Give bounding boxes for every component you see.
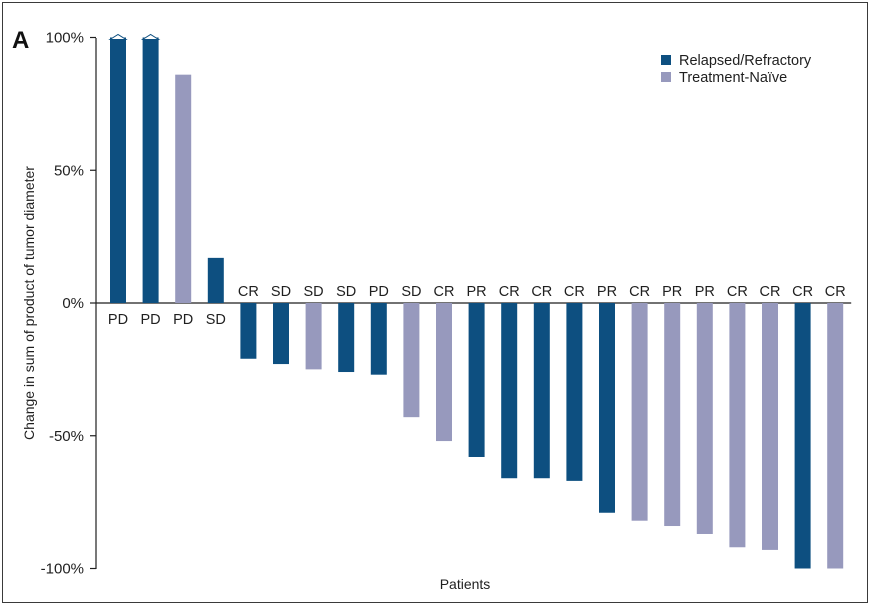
bar-series (108, 33, 844, 569)
legend-label-naive: Treatment-Naïve (679, 70, 787, 86)
legend: Relapsed/Refractory Treatment-Naïve (661, 53, 812, 86)
response-label: PR (467, 284, 487, 300)
bar-patient-4 (207, 257, 224, 303)
response-label: SD (206, 312, 226, 328)
bar-patient-8 (338, 303, 355, 373)
response-label: CR (434, 284, 455, 300)
bar-patient-2 (142, 37, 159, 303)
bar-cap-marker (140, 33, 161, 40)
bar-patient-1 (110, 37, 126, 303)
y-tick-label: 100% (46, 30, 84, 47)
bar-patient-21 (762, 303, 778, 550)
response-labels: PD PD PD SD CR SD SD SD PD SD CR PR CR CR CR PR CR PR PR CR… (108, 284, 846, 328)
bar-patient-6 (273, 303, 289, 365)
response-label: CR (629, 284, 650, 300)
response-label: SD (401, 284, 421, 300)
response-label: CR (727, 284, 748, 300)
response-label: SD (304, 284, 324, 300)
response-label: PD (141, 312, 161, 328)
y-tick-label: 50% (54, 162, 84, 179)
bar-patient-19 (696, 303, 713, 534)
bar-patient-12 (468, 303, 485, 457)
response-label: CR (564, 284, 585, 300)
legend-label-relapsed: Relapsed/Refractory (679, 53, 812, 69)
y-axis-label: Change in sum of product of tumor diamet… (21, 166, 37, 440)
response-label: PD (173, 312, 193, 328)
bar-patient-17 (631, 303, 648, 521)
y-tick-label: -50% (49, 428, 84, 445)
bar-patient-14 (533, 303, 550, 479)
bar-cap-marker (108, 33, 128, 40)
bar-patient-22 (794, 303, 811, 569)
legend-swatch-relapsed (661, 55, 671, 65)
y-tick-label: -100% (41, 561, 84, 578)
bar-patient-23 (827, 303, 844, 569)
response-label: SD (271, 284, 291, 300)
response-label: PR (662, 284, 682, 300)
response-label: PR (597, 284, 617, 300)
legend-swatch-naive (661, 72, 671, 82)
y-tick-label: 0% (62, 295, 84, 312)
response-label: CR (792, 284, 813, 300)
y-axis: 100% 50% 0% -50% -100% (41, 30, 97, 578)
bar-patient-10 (403, 303, 420, 418)
x-axis-label: Patients (440, 576, 491, 592)
bar-patient-3 (175, 74, 192, 303)
bar-patient-15 (566, 303, 583, 481)
response-label: CR (825, 284, 846, 300)
response-label: PD (369, 284, 389, 300)
bar-patient-20 (729, 303, 746, 548)
response-label: CR (238, 284, 259, 300)
response-label: PR (695, 284, 715, 300)
bar-patient-18 (664, 303, 681, 527)
response-label: SD (336, 284, 356, 300)
bar-patient-9 (370, 303, 387, 375)
response-label: CR (531, 284, 552, 300)
response-label: PD (108, 312, 128, 328)
bar-patient-7 (305, 303, 322, 370)
bar-patient-13 (501, 303, 518, 479)
response-label: CR (760, 284, 781, 300)
bar-patient-11 (436, 303, 452, 442)
panel-label: A (12, 27, 29, 54)
bar-patient-16 (599, 303, 615, 513)
response-label: CR (499, 284, 520, 300)
bar-patient-5 (240, 303, 257, 359)
